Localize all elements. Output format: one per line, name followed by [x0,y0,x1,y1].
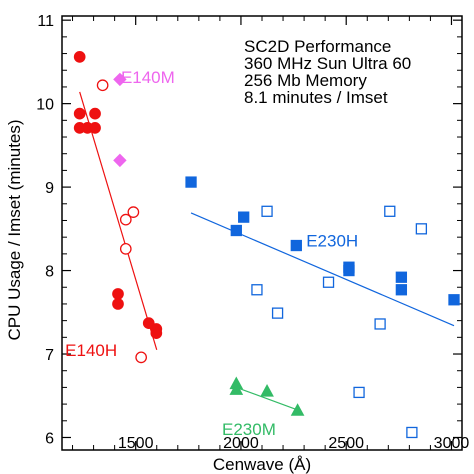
e230m-point [229,382,244,395]
title-line-4: 8.1 minutes / Imset [244,88,388,107]
y-axis-label: CPU Usage / Imset (minutes) [5,119,24,340]
e230h-point [353,386,365,399]
e230h-point [322,276,335,288]
y-tick-label: 7 [45,347,54,364]
y-tick-label: 8 [45,264,54,281]
title-line-1: SC2D Performance [244,37,391,56]
e230h-point [448,294,460,306]
title-block: SC2D Performance 360 MHz Sun Ultra 60 25… [244,37,411,107]
e230h-point [261,205,273,217]
series-labels: E140M E230H E140H E230M [65,68,358,439]
e230h-point [415,223,428,235]
e140h-point [127,206,140,218]
fit-lines [79,91,455,411]
x-axis-label: Cenwave (Å) [213,455,311,474]
e140h-point [112,298,124,310]
e140h-point [96,79,109,92]
e140h-point [73,51,86,63]
e140h-point [89,121,101,134]
e230h-point [343,264,355,277]
x-tick-label: 2500 [328,435,364,452]
e140h-fit-line [79,91,158,351]
e140m-point [113,153,127,168]
e230h-point [406,426,418,439]
e140h-point [135,351,148,364]
e230h-fit-line [190,212,455,327]
title-line-3: 256 Mb Memory [244,71,367,90]
e230h-point [290,239,302,252]
e230m-point [290,403,305,416]
e140h-point [119,213,132,226]
e140h-point [73,107,86,120]
y-tick-label: 10 [36,97,54,114]
e140h-point [119,243,132,255]
e230h-point [395,284,408,296]
y-tick-label: 9 [45,180,54,197]
e140h-point [142,317,155,329]
e230h-point [271,307,284,319]
e230m-label: E230M [222,420,276,439]
e140h-point [89,107,101,120]
e230h-point [185,176,197,188]
e230h-point [384,205,396,217]
e230h-label: E230H [306,232,358,251]
e230h-point [251,284,263,296]
x-tick-label: 3000 [434,435,470,452]
e230m-fit-line [236,386,298,411]
e140m-point [113,72,127,87]
data-points [73,51,460,439]
e230h-point [374,318,386,330]
e140h-label: E140H [65,341,117,360]
x-tick-label: 1500 [118,435,154,452]
axis-ticks: 1500 2000 2500 3000 6 7 8 9 10 11 [36,13,469,452]
e230h-point [238,211,250,223]
e140m-label: E140M [121,68,175,87]
e230m-point [260,384,274,397]
e140h-point [150,327,163,340]
title-line-2: 360 MHz Sun Ultra 60 [244,54,411,73]
y-tick-label: 11 [37,13,54,30]
y-tick-label: 6 [45,430,54,447]
x-tick-label: 2000 [223,435,259,452]
e140h-point [112,288,124,300]
e230h-point [395,271,408,283]
e230h-point [230,224,242,237]
